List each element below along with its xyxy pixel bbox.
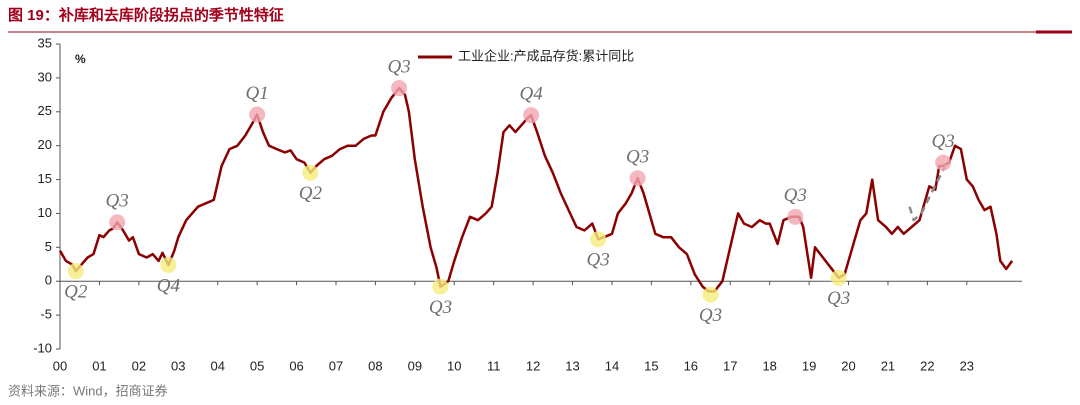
turning-point — [935, 154, 952, 171]
turning-label: Q1 — [246, 83, 269, 104]
x-tick-label: 15 — [644, 358, 658, 373]
x-tick-label: 23 — [960, 358, 974, 373]
x-tick-label: 00 — [53, 358, 67, 373]
x-tick-label: 02 — [132, 358, 146, 373]
x-tick-label: 08 — [368, 358, 382, 373]
turning-label: Q3 — [699, 305, 722, 326]
x-tick-label: 19 — [802, 358, 816, 373]
turning-point — [787, 208, 804, 225]
y-tick-label: -10 — [33, 340, 52, 355]
y-tick-label: 15 — [38, 171, 52, 186]
turning-point — [702, 286, 719, 303]
x-tick-label: 21 — [881, 358, 895, 373]
series-line — [908, 162, 949, 222]
y-tick-label: 0 — [45, 273, 52, 288]
x-tick-label: 12 — [526, 358, 540, 373]
x-tick-label: 10 — [447, 358, 461, 373]
x-tick-label: 03 — [171, 358, 185, 373]
x-tick-label: 22 — [920, 358, 934, 373]
turning-label: Q3 — [387, 56, 410, 77]
x-tick-label: 16 — [684, 358, 698, 373]
legend-label: 工业企业:产成品存货:累计同比 — [458, 48, 634, 63]
turning-label: Q4 — [157, 275, 181, 296]
turning-label: Q4 — [520, 84, 544, 105]
turning-label: Q2 — [64, 281, 88, 302]
y-tick-label: 20 — [38, 137, 52, 152]
x-tick-label: 01 — [92, 358, 106, 373]
turning-label: Q2 — [299, 183, 323, 204]
x-tick-label: 04 — [210, 358, 224, 373]
turning-label: Q3 — [827, 288, 850, 309]
turning-point — [391, 80, 408, 97]
turning-point — [160, 256, 177, 273]
y-tick-label: -5 — [40, 307, 52, 322]
turning-point — [830, 269, 847, 286]
turning-label: Q3 — [106, 191, 129, 212]
turning-point — [67, 263, 84, 280]
x-tick-label: 09 — [408, 358, 422, 373]
x-tick-label: 06 — [289, 358, 303, 373]
x-tick-label: 11 — [487, 358, 501, 373]
unit-label: % — [75, 52, 86, 66]
y-tick-label: 30 — [38, 69, 52, 84]
source: 资料来源：Wind，招商证券 — [8, 383, 168, 398]
turning-point — [629, 170, 646, 187]
x-tick-label: 14 — [605, 358, 619, 373]
turning-point — [523, 107, 540, 124]
turning-label: Q3 — [932, 131, 955, 152]
y-tick-label: 10 — [38, 205, 52, 220]
turning-point — [302, 164, 319, 181]
turning-point — [109, 214, 126, 231]
x-tick-label: 20 — [841, 358, 855, 373]
x-tick-label: 18 — [762, 358, 776, 373]
turning-label: Q3 — [587, 250, 610, 271]
turning-point — [249, 106, 266, 123]
x-tick-label: 17 — [723, 358, 737, 373]
turning-label: Q3 — [784, 185, 807, 206]
turning-label: Q3 — [429, 297, 452, 318]
y-tick-label: 25 — [38, 103, 52, 118]
x-tick-label: 07 — [329, 358, 343, 373]
turning-point — [590, 231, 607, 248]
chart-title: 图 19：补库和去库阶段拐点的季节性特征 — [8, 6, 284, 24]
y-tick-label: 5 — [45, 239, 52, 254]
turning-point — [432, 278, 449, 295]
y-tick-label: 35 — [38, 35, 52, 50]
x-tick-label: 05 — [250, 358, 264, 373]
turning-label: Q3 — [626, 147, 649, 168]
x-tick-label: 13 — [565, 358, 579, 373]
